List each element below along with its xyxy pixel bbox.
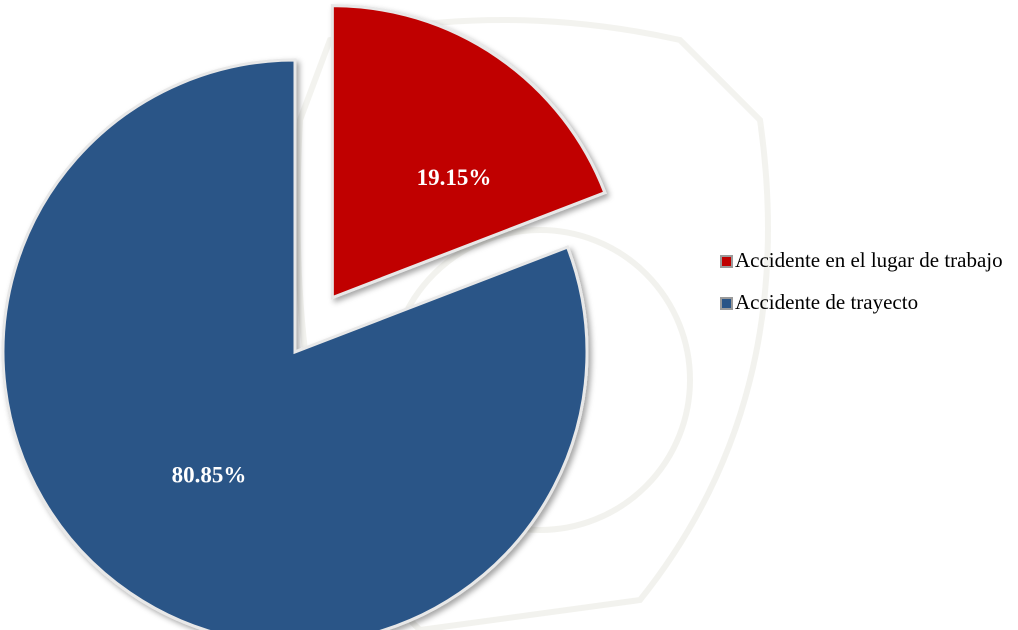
legend-item: Accidente de trayecto: [720, 287, 1015, 317]
data-label: 19.15%: [417, 165, 492, 190]
data-label: 80.85%: [172, 462, 247, 487]
legend-item: Accidente en el lugar de trabajo: [720, 245, 1015, 275]
legend-swatch: [720, 255, 733, 268]
legend: Accidente en el lugar de trabajo Accident…: [720, 245, 1015, 329]
page: 19.15% 80.85% Accidente en el lugar de tr…: [0, 0, 1018, 630]
legend-label: Accidente de trayecto: [735, 290, 918, 314]
legend-label: Accidente en el lugar de trabajo: [735, 248, 1003, 272]
legend-swatch: [720, 297, 733, 310]
